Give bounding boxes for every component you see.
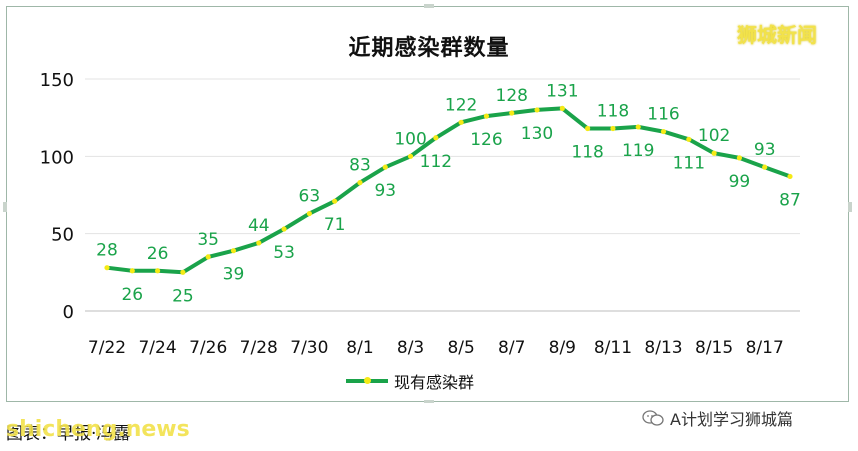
- data-point: [382, 164, 388, 170]
- data-point: [407, 153, 414, 159]
- data-label: 25: [172, 286, 194, 306]
- y-tick-label: 150: [40, 70, 74, 91]
- data-label: 130: [521, 124, 553, 144]
- data-label: 87: [779, 190, 801, 210]
- watermark-logo: 狮城新闻: [737, 23, 817, 47]
- data-point: [205, 254, 211, 260]
- data-label: 71: [324, 215, 346, 235]
- data-label: 63: [299, 187, 321, 207]
- x-tick-label: 8/11: [594, 338, 632, 358]
- resize-handle-top[interactable]: [424, 4, 434, 8]
- data-label: 44: [248, 216, 270, 236]
- x-tick-label: 7/28: [240, 338, 278, 358]
- x-tick-label: 8/3: [397, 338, 424, 358]
- data-label: 99: [729, 172, 751, 192]
- data-label: 112: [420, 152, 452, 172]
- data-label: 118: [597, 101, 629, 121]
- data-point: [711, 150, 717, 156]
- x-tick-label: 8/7: [498, 338, 525, 358]
- x-tick-label: 7/22: [88, 338, 126, 358]
- data-point: [686, 136, 692, 142]
- y-tick-label: 100: [40, 147, 74, 168]
- legend-label: 现有感染群: [394, 373, 475, 392]
- data-label: 111: [673, 153, 705, 173]
- data-label: 83: [349, 156, 371, 176]
- resize-handle-left[interactable]: [3, 202, 7, 212]
- data-point: [180, 269, 186, 275]
- data-point: [332, 198, 338, 204]
- data-point: [154, 268, 161, 274]
- data-point: [129, 268, 135, 274]
- x-tick-label: 8/13: [644, 338, 682, 358]
- data-label: 131: [546, 81, 578, 101]
- data-label: 28: [96, 241, 118, 261]
- x-tick-label: 8/9: [549, 338, 576, 358]
- x-tick-label: 7/24: [138, 338, 176, 358]
- data-point: [458, 119, 464, 125]
- x-tick-label: 8/15: [695, 338, 733, 358]
- data-label: 118: [571, 142, 603, 162]
- data-point: [660, 128, 667, 135]
- legend-swatch: [346, 377, 388, 384]
- data-label: 53: [273, 243, 295, 263]
- x-tick-label: 8/5: [447, 338, 474, 358]
- data-point: [610, 125, 616, 132]
- data-label: 122: [445, 95, 477, 115]
- resize-handle-right[interactable]: [848, 202, 852, 212]
- data-point: [230, 248, 237, 254]
- data-label: 93: [374, 181, 396, 201]
- chart-frame: [6, 6, 849, 402]
- data-label: 100: [394, 129, 426, 149]
- data-point: [509, 110, 515, 116]
- data-label: 102: [698, 126, 730, 146]
- data-point: [306, 210, 312, 217]
- line-chart: 0 50 100 150 7/22 7/24 7/26 7/28 7/30 8/1 8/3 8/5 8/…: [40, 70, 801, 358]
- data-label: 119: [622, 141, 654, 161]
- chart-title: 近期感染群数量: [348, 36, 510, 61]
- x-tick-label: 7/26: [189, 338, 227, 358]
- x-tick-label: 7/30: [290, 338, 328, 358]
- x-tick-label: 8/17: [746, 338, 784, 358]
- x-tick-label: 8/1: [346, 338, 373, 358]
- data-point: [433, 135, 439, 141]
- resize-handle-bottom[interactable]: [424, 400, 434, 404]
- data-label: 35: [197, 230, 219, 250]
- source-credit: 图表：早报·冯露: [6, 424, 131, 444]
- wechat-icon: [642, 410, 664, 426]
- data-point: [635, 124, 641, 130]
- data-label: 116: [647, 105, 679, 125]
- data-point: [559, 105, 565, 111]
- data-point: [787, 173, 793, 180]
- series-line: [105, 106, 792, 275]
- footer: 图表：早报·冯露 shicheng.news A计划学习狮城篇: [0, 403, 858, 451]
- data-label: 39: [223, 265, 245, 285]
- data-point: [585, 125, 591, 132]
- data-point: [357, 180, 363, 186]
- wechat-account[interactable]: A计划学习狮城篇: [642, 406, 793, 430]
- data-label: 26: [121, 285, 143, 305]
- data-point: [281, 226, 287, 232]
- data-label: 93: [754, 140, 776, 160]
- wechat-account-name: A计划学习狮城篇: [670, 410, 793, 429]
- data-point: [104, 265, 110, 271]
- data-point: [762, 164, 768, 170]
- data-point: [483, 113, 490, 119]
- y-tick-label: 0: [63, 302, 74, 323]
- data-point: [534, 107, 540, 113]
- data-point: [736, 155, 743, 161]
- site-watermark: shicheng.news: [6, 417, 190, 442]
- data-label: 126: [470, 130, 502, 150]
- data-label: 128: [496, 86, 528, 106]
- legend: 现有感染群: [346, 369, 474, 393]
- data-point: [256, 240, 262, 246]
- data-label: 26: [147, 244, 169, 264]
- y-tick-label: 50: [51, 225, 74, 246]
